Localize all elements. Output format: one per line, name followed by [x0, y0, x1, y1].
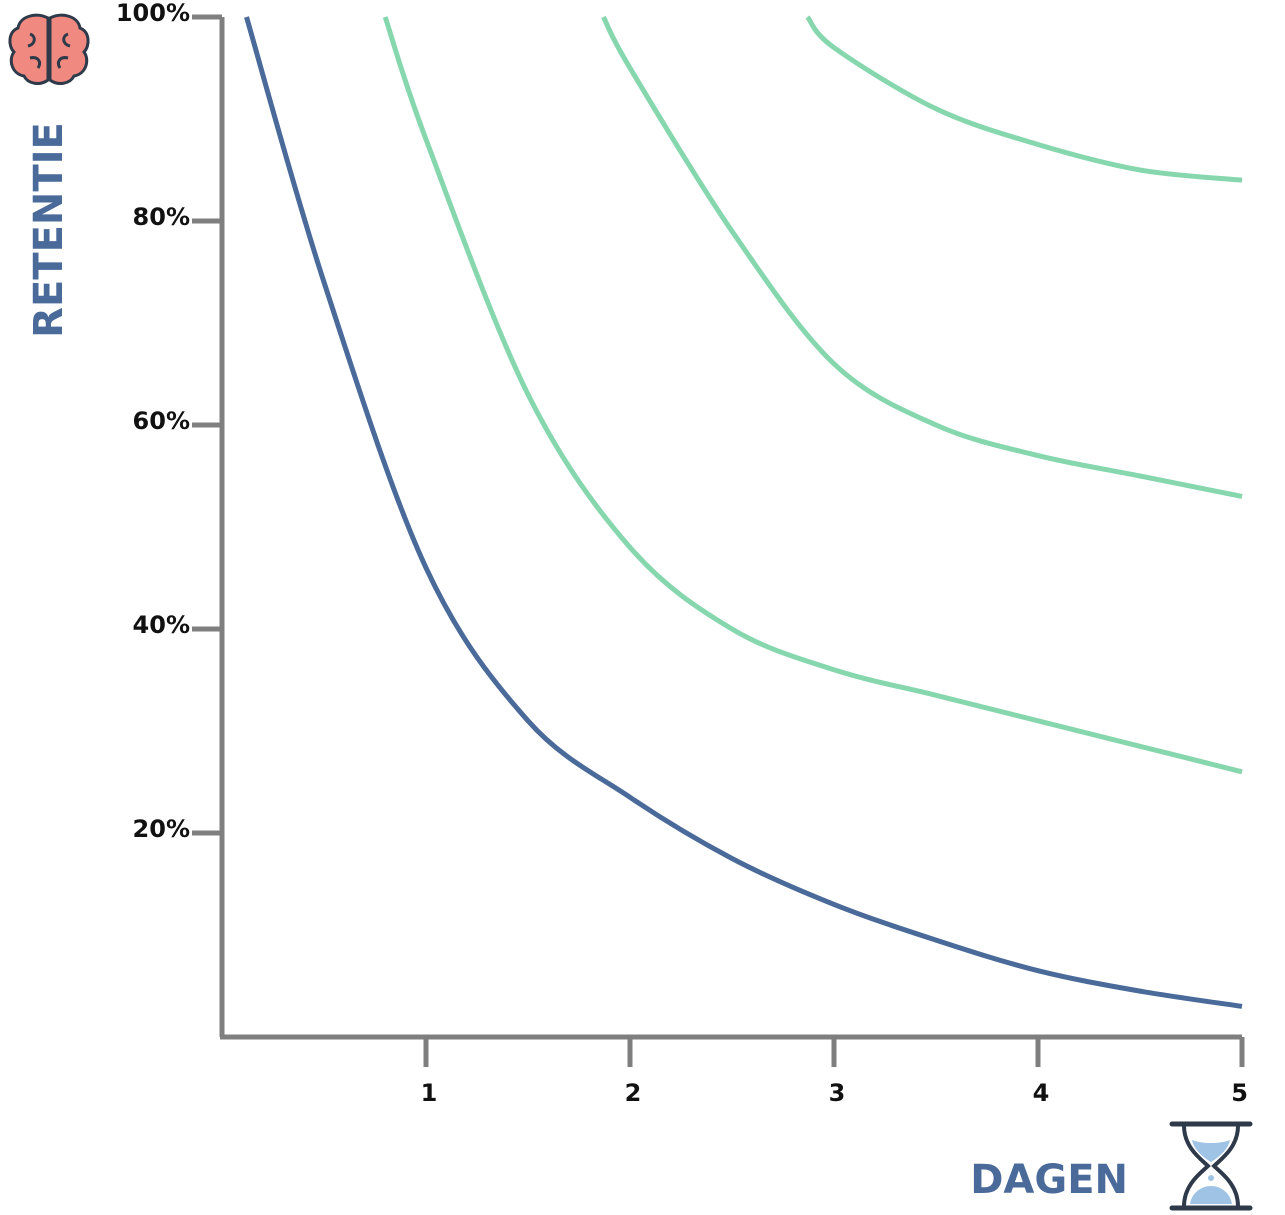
retention-curve-1	[244, 16, 1243, 1009]
curves	[244, 15, 1243, 1009]
brain-icon	[8, 13, 90, 85]
x-axis-title: DAGEN	[970, 1157, 1128, 1203]
y-tick-label: 80%	[133, 203, 190, 231]
retention-curve-4	[805, 15, 1243, 183]
retention-curve-2	[382, 16, 1243, 775]
x-tick-label: 1	[421, 1079, 438, 1107]
x-tick-label: 4	[1033, 1079, 1050, 1107]
x-tick-label: 2	[625, 1079, 642, 1107]
y-ticks: 20% 40% 60% 80% 100%	[116, 0, 222, 843]
hourglass-icon	[1169, 1121, 1253, 1211]
y-tick-label: 60%	[133, 407, 190, 435]
x-tick-label: 3	[829, 1079, 846, 1107]
y-tick-label: 20%	[133, 815, 190, 843]
axes	[219, 17, 1242, 1040]
x-tick-label: 5	[1231, 1079, 1248, 1107]
y-tick-label: 40%	[133, 611, 190, 639]
y-axis-title: RETENTIE	[26, 122, 72, 338]
retention-curve-3	[601, 15, 1243, 499]
x-ticks: 1 2 3 4 5	[421, 1037, 1248, 1107]
y-tick-label: 100%	[116, 0, 190, 27]
